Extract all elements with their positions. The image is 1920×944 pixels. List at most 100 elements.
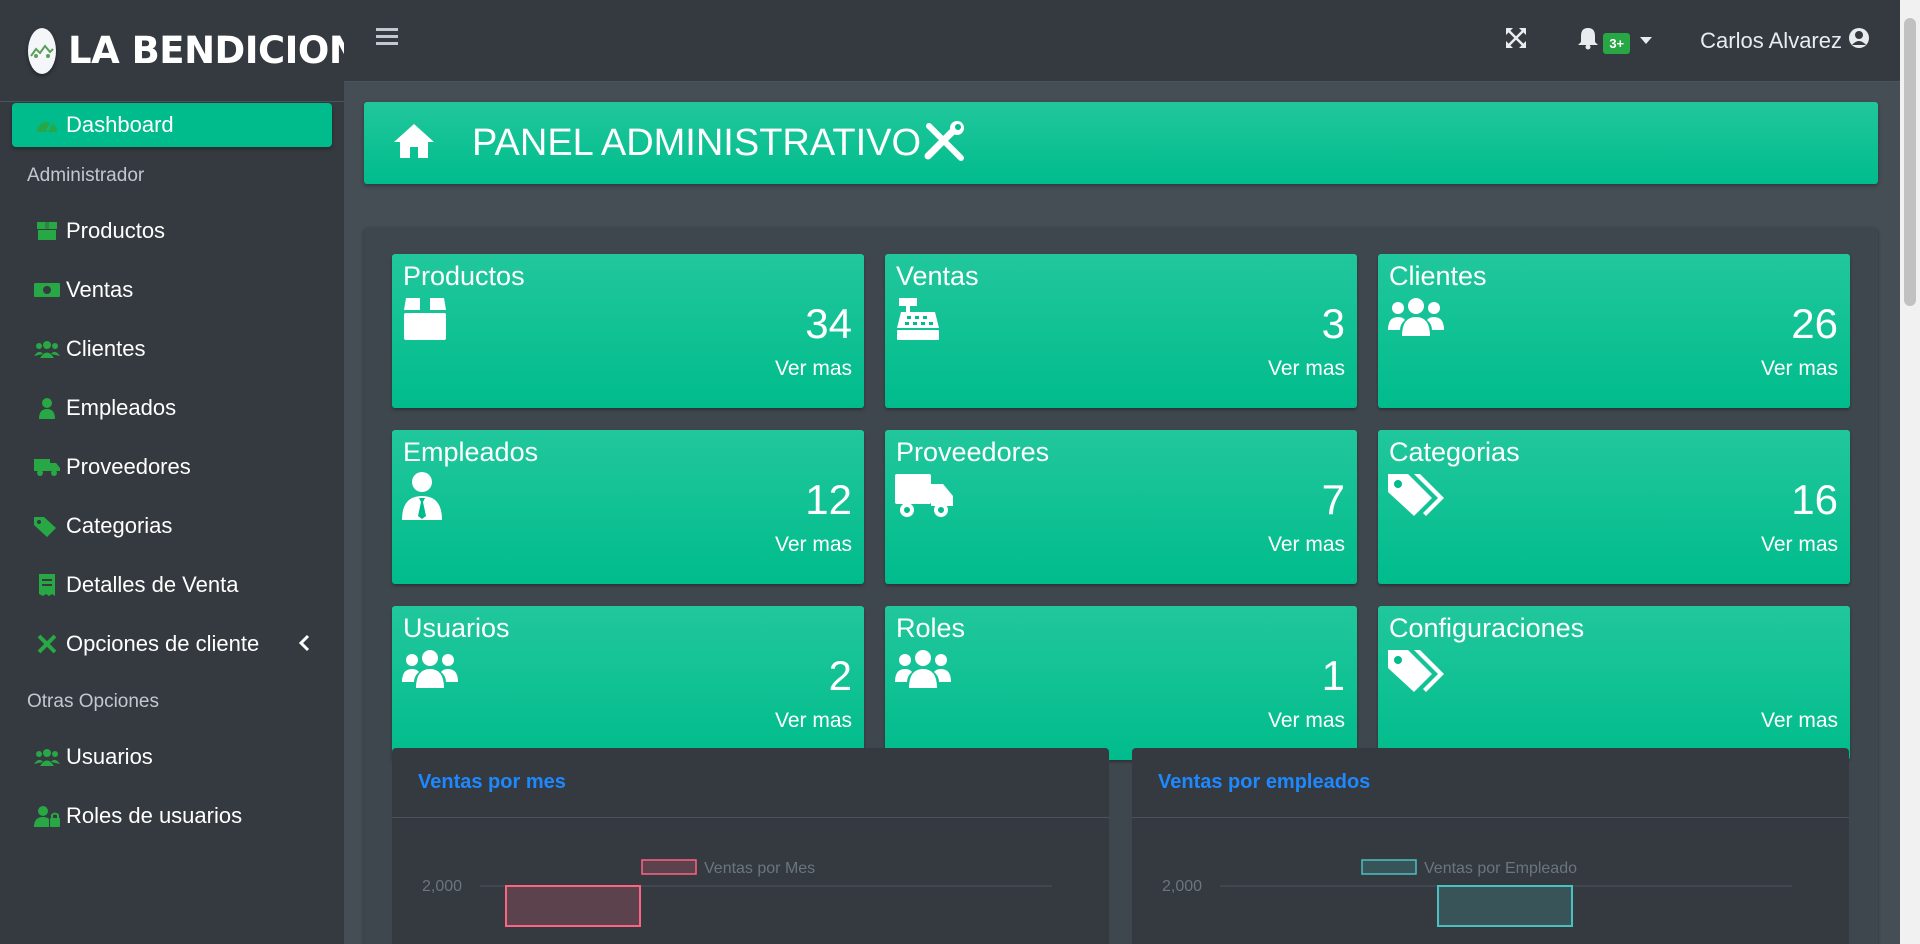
stat-title: Roles <box>896 613 966 643</box>
ver-mas-link[interactable]: Ver mas <box>774 709 852 732</box>
stat-title: Empleados <box>403 437 539 467</box>
stat-box-roles[interactable]: Roles 1 Ver mas <box>885 606 1357 760</box>
notifications-badge: 3+ <box>1603 33 1631 54</box>
chevron-left-icon[interactable] <box>298 632 310 658</box>
home-icon <box>392 122 436 165</box>
sidebar-item-clientes[interactable]: Clientes <box>12 319 332 378</box>
sidebar-section-other: Otras Opciones <box>27 691 159 712</box>
sidebar: LA BENDICION Dashboard Administrador Pro… <box>0 0 360 944</box>
stat-value: 16 <box>1791 476 1838 523</box>
stat-value: 1 <box>1321 652 1345 699</box>
sidebar-section-admin: Administrador <box>27 165 145 186</box>
topbar: 3+ Carlos Alvarez <box>344 0 1900 82</box>
sidebar-item-label: Proveedores <box>66 453 191 479</box>
stat-box-usuarios[interactable]: Usuarios 2 Ver mas <box>392 606 864 760</box>
ver-mas-link[interactable]: Ver mas <box>1760 709 1838 732</box>
tags-icon <box>1388 648 1446 701</box>
users-icon <box>895 648 951 695</box>
ver-mas-link[interactable]: Ver mas <box>1267 709 1345 732</box>
stat-title: Configuraciones <box>1389 613 1585 643</box>
sidebar-item-roles-usuarios[interactable]: Roles de usuarios <box>12 786 332 845</box>
hamburger-menu-icon[interactable] <box>376 26 398 51</box>
notifications-dropdown[interactable]: 3+ <box>1577 26 1653 55</box>
user-name[interactable]: Carlos Alvarez <box>1700 27 1842 53</box>
brand-name: LA BENDICION <box>68 29 360 72</box>
stat-value: 26 <box>1791 300 1838 347</box>
ver-mas-link[interactable]: Ver mas <box>1267 533 1345 556</box>
sidebar-item-detalles-venta[interactable]: Detalles de Venta <box>12 555 332 614</box>
tachometer-icon <box>34 113 60 137</box>
ver-mas-link[interactable]: Ver mas <box>1760 357 1838 380</box>
receipt-icon <box>34 573 60 597</box>
topbar-right: 3+ Carlos Alvarez <box>1505 26 1870 55</box>
stat-box-categorias[interactable]: Categorias 16 Ver mas <box>1378 430 1850 584</box>
sidebar-item-label: Roles de usuarios <box>66 802 243 828</box>
bar <box>1437 885 1573 927</box>
sidebar-item-label: Usuarios <box>66 743 153 769</box>
stat-title: Productos <box>403 261 525 291</box>
sidebar-item-proveedores[interactable]: Proveedores <box>12 437 332 496</box>
sidebar-item-usuarios[interactable]: Usuarios <box>12 727 332 786</box>
ver-mas-link[interactable]: Ver mas <box>1760 533 1838 556</box>
sidebar-item-dashboard[interactable]: Dashboard <box>12 103 332 147</box>
sidebar-item-ventas[interactable]: Ventas <box>12 260 332 319</box>
stat-grid: Productos 34 Ver mas Ventas 3 Ver mas Cl… <box>392 254 1850 760</box>
users-icon <box>1388 296 1444 343</box>
caret-down-icon <box>1640 32 1653 50</box>
stat-value: 3 <box>1321 300 1345 347</box>
sidebar-item-opciones-cliente[interactable]: Opciones de cliente <box>12 614 332 673</box>
dashboard-panel: Productos 34 Ver mas Ventas 3 Ver mas Cl… <box>364 228 1878 944</box>
stat-title: Categorias <box>1389 437 1520 467</box>
tools-icon <box>923 120 967 167</box>
money-bill-icon <box>34 278 60 302</box>
users-icon <box>34 745 60 769</box>
main-content: PANEL ADMINISTRATIVO Productos 34 Ver ma… <box>344 82 1900 944</box>
chart-title: Ventas por mes <box>418 771 566 793</box>
fullscreen-icon[interactable] <box>1505 27 1527 54</box>
sidebar-item-productos[interactable]: Productos <box>12 201 332 260</box>
truck-icon <box>895 472 953 525</box>
ver-mas-link[interactable]: Ver mas <box>774 357 852 380</box>
stat-title: Usuarios <box>403 613 510 643</box>
stat-box-clientes[interactable]: Clientes 26 Ver mas <box>1378 254 1850 408</box>
page-scrollbar[interactable] <box>1900 0 1920 944</box>
sidebar-item-label: Clientes <box>66 335 146 361</box>
user-tie-icon <box>34 396 60 420</box>
chart-header: Ventas por empleados <box>1132 748 1849 818</box>
sidebar-item-label: Detalles de Venta <box>66 571 239 597</box>
stat-box-empleados[interactable]: Empleados 12 Ver mas <box>392 430 864 584</box>
stat-value: 2 <box>828 652 852 699</box>
sidebar-nav: Dashboard Administrador Productos Ventas… <box>0 103 344 845</box>
stat-title: Ventas <box>896 261 979 291</box>
truck-icon <box>34 455 60 479</box>
stat-box-ventas[interactable]: Ventas 3 Ver mas <box>885 254 1357 408</box>
sidebar-item-categorias[interactable]: Categorias <box>12 496 332 555</box>
stat-box-proveedores[interactable]: Proveedores 7 Ver mas <box>885 430 1357 584</box>
stat-value: 12 <box>805 476 852 523</box>
sidebar-item-label: Empleados <box>66 394 177 420</box>
legend-swatch <box>641 859 697 875</box>
scrollbar-thumb[interactable] <box>1904 18 1916 306</box>
legend-label: Ventas por Empleado <box>1424 860 1577 877</box>
ver-mas-link[interactable]: Ver mas <box>774 533 852 556</box>
stat-title: Clientes <box>1389 261 1487 291</box>
stat-value: 7 <box>1321 476 1345 523</box>
chart-title: Ventas por empleados <box>1158 771 1371 793</box>
tags-icon <box>34 514 60 538</box>
users-icon <box>34 337 60 361</box>
chart-ventas-mes: Ventas por Mes 2,000 <box>422 859 1052 927</box>
chart-header: Ventas por mes <box>392 748 1109 818</box>
y-tick-label: 2,000 <box>422 878 462 895</box>
sidebar-item-label: Opciones de cliente <box>66 630 260 656</box>
brand[interactable]: LA BENDICION <box>0 0 360 102</box>
sidebar-item-label: Productos <box>66 217 166 243</box>
stat-box-configuraciones[interactable]: Configuraciones Ver mas <box>1378 606 1850 760</box>
box-icon <box>402 296 448 347</box>
stat-box-productos[interactable]: Productos 34 Ver mas <box>392 254 864 408</box>
stat-title: Proveedores <box>896 437 1050 467</box>
sidebar-item-empleados[interactable]: Empleados <box>12 378 332 437</box>
cash-register-icon <box>895 296 941 347</box>
user-circle-icon[interactable] <box>1848 27 1870 54</box>
sidebar-item-label: Ventas <box>66 276 134 302</box>
ver-mas-link[interactable]: Ver mas <box>1267 357 1345 380</box>
